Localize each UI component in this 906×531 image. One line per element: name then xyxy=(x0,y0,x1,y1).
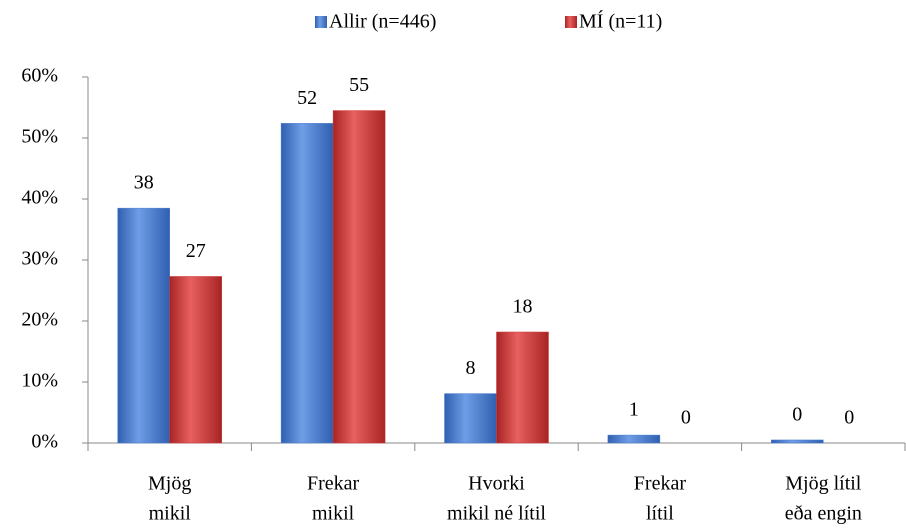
legend-label: MÍ (n=11) xyxy=(579,10,662,33)
y-tick-label: 10% xyxy=(21,370,58,392)
x-tick-label: mikil xyxy=(149,503,192,525)
y-tick-label: 30% xyxy=(21,248,58,270)
bar xyxy=(169,276,222,444)
value-label: 27 xyxy=(186,240,206,262)
x-tick-label: Frekar xyxy=(307,473,360,495)
y-tick-label: 20% xyxy=(21,309,58,331)
value-label: 1 xyxy=(629,399,639,421)
bar xyxy=(332,110,386,444)
bar xyxy=(496,331,549,444)
value-label: 55 xyxy=(349,74,369,96)
bar xyxy=(444,393,497,444)
bar xyxy=(771,439,824,444)
x-tick-label: mikil xyxy=(312,503,355,525)
value-label: 18 xyxy=(513,296,533,318)
value-label: 0 xyxy=(792,404,802,426)
value-label: 52 xyxy=(297,87,317,109)
x-tick-label: Hvorki xyxy=(468,473,525,495)
x-tick-label: Frekar xyxy=(634,473,687,495)
legend-swatch xyxy=(565,16,577,28)
value-label: 0 xyxy=(844,407,854,429)
y-tick-label: 0% xyxy=(31,431,58,453)
bar xyxy=(607,434,661,444)
x-tick-label: lítil xyxy=(646,503,674,525)
legend-label: Allir (n=446) xyxy=(329,11,436,33)
value-label: 38 xyxy=(134,172,154,194)
x-tick-label: Mjög lítil xyxy=(785,473,862,495)
y-tick-label: 50% xyxy=(21,126,58,148)
x-tick-label: Mjög xyxy=(148,473,191,495)
y-tick-label: 60% xyxy=(21,65,58,87)
bar xyxy=(280,123,334,444)
y-tick-label: 40% xyxy=(21,187,58,209)
x-tick-label: mikil né lítil xyxy=(447,503,546,525)
x-tick-label: eða engin xyxy=(785,503,862,525)
value-label: 8 xyxy=(466,357,476,379)
bar xyxy=(117,207,170,444)
legend-swatch xyxy=(315,16,327,28)
value-label: 0 xyxy=(681,407,691,429)
